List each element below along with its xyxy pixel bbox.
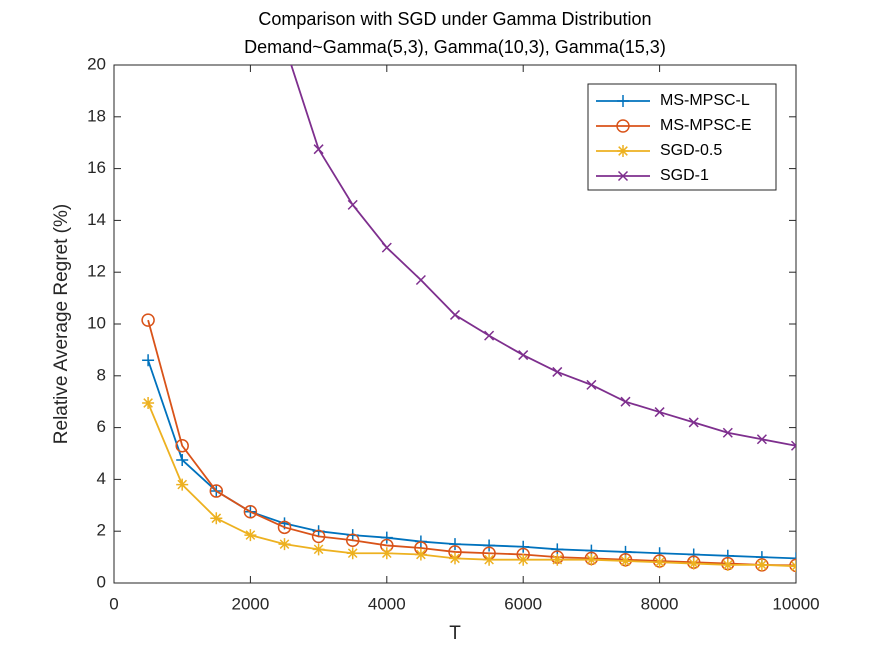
marker bbox=[277, 520, 292, 535]
marker bbox=[243, 505, 258, 519]
marker bbox=[415, 274, 426, 286]
y-tick-label: 6 bbox=[97, 417, 106, 436]
marker bbox=[380, 547, 393, 560]
x-axis-label: T bbox=[449, 623, 461, 644]
marker bbox=[517, 553, 530, 566]
y-tick-label: 2 bbox=[97, 521, 106, 540]
x-tick-label: 10000 bbox=[772, 594, 819, 613]
legend-label: SGD-1 bbox=[660, 167, 709, 184]
marker bbox=[654, 407, 665, 418]
marker bbox=[617, 95, 629, 107]
marker bbox=[722, 427, 733, 438]
marker bbox=[586, 379, 597, 390]
y-tick-label: 10 bbox=[87, 313, 106, 332]
y-tick-label: 0 bbox=[97, 572, 106, 591]
marker bbox=[380, 531, 393, 544]
marker bbox=[449, 552, 461, 565]
x-tick-label: 8000 bbox=[641, 594, 679, 613]
marker bbox=[551, 543, 564, 556]
marker bbox=[347, 199, 358, 210]
marker bbox=[483, 539, 496, 552]
y-tick-label: 8 bbox=[97, 365, 106, 384]
marker bbox=[209, 484, 224, 498]
legend-label: MS-MPSC-E bbox=[660, 117, 752, 134]
marker bbox=[449, 309, 461, 320]
marker bbox=[756, 434, 767, 445]
marker bbox=[653, 556, 666, 569]
marker bbox=[483, 553, 496, 566]
marker bbox=[175, 438, 189, 453]
marker bbox=[552, 366, 563, 377]
marker bbox=[617, 170, 629, 182]
y-tick-label: 12 bbox=[87, 262, 106, 281]
marker bbox=[312, 543, 325, 556]
y-axis-label: Relative Average Regret (%) bbox=[51, 204, 72, 444]
legend-label: MS-MPSC-L bbox=[660, 92, 750, 109]
x-tick-label: 6000 bbox=[504, 594, 542, 613]
legend-label: SGD-0.5 bbox=[660, 142, 722, 159]
marker bbox=[518, 350, 529, 361]
marker bbox=[313, 144, 324, 155]
marker bbox=[790, 440, 796, 451]
marker bbox=[721, 558, 734, 571]
marker bbox=[176, 478, 189, 491]
marker bbox=[551, 553, 564, 566]
marker bbox=[345, 533, 360, 548]
marker bbox=[210, 512, 223, 525]
series-line bbox=[290, 65, 796, 447]
plot-area bbox=[141, 65, 796, 573]
marker bbox=[688, 417, 699, 428]
y-tick-label: 14 bbox=[87, 210, 106, 229]
y-tick-label: 20 bbox=[87, 54, 106, 73]
chart-title: Comparison with SGD under Gamma Distribu… bbox=[258, 9, 651, 29]
marker bbox=[449, 538, 461, 551]
marker bbox=[278, 538, 291, 551]
marker bbox=[617, 145, 629, 157]
marker bbox=[585, 553, 598, 566]
marker bbox=[484, 330, 495, 341]
marker bbox=[346, 547, 359, 560]
marker bbox=[176, 453, 189, 466]
marker bbox=[381, 242, 392, 253]
marker bbox=[790, 552, 796, 565]
legend: MS-MPSC-L MS-MPSC-E SGD-0.5 SGD-1 bbox=[587, 83, 777, 191]
marker bbox=[517, 540, 530, 553]
y-tick-label: 18 bbox=[87, 106, 106, 125]
marker bbox=[619, 554, 632, 567]
marker bbox=[620, 396, 631, 407]
marker bbox=[687, 557, 700, 570]
chart-subtitle: Demand~Gamma(5,3), Gamma(10,3), Gamma(15… bbox=[244, 37, 666, 57]
marker bbox=[244, 529, 257, 542]
y-tick-label: 16 bbox=[87, 158, 106, 177]
y-tick-label: 4 bbox=[97, 469, 106, 488]
marker bbox=[141, 313, 155, 327]
marker bbox=[616, 119, 630, 133]
x-tick-label: 4000 bbox=[368, 594, 406, 613]
marker bbox=[414, 548, 427, 561]
x-tick-label: 0 bbox=[109, 594, 118, 613]
marker bbox=[755, 558, 768, 571]
x-tick-label: 2000 bbox=[231, 594, 269, 613]
marker bbox=[142, 354, 155, 367]
marker bbox=[311, 529, 326, 544]
marker bbox=[142, 396, 155, 409]
